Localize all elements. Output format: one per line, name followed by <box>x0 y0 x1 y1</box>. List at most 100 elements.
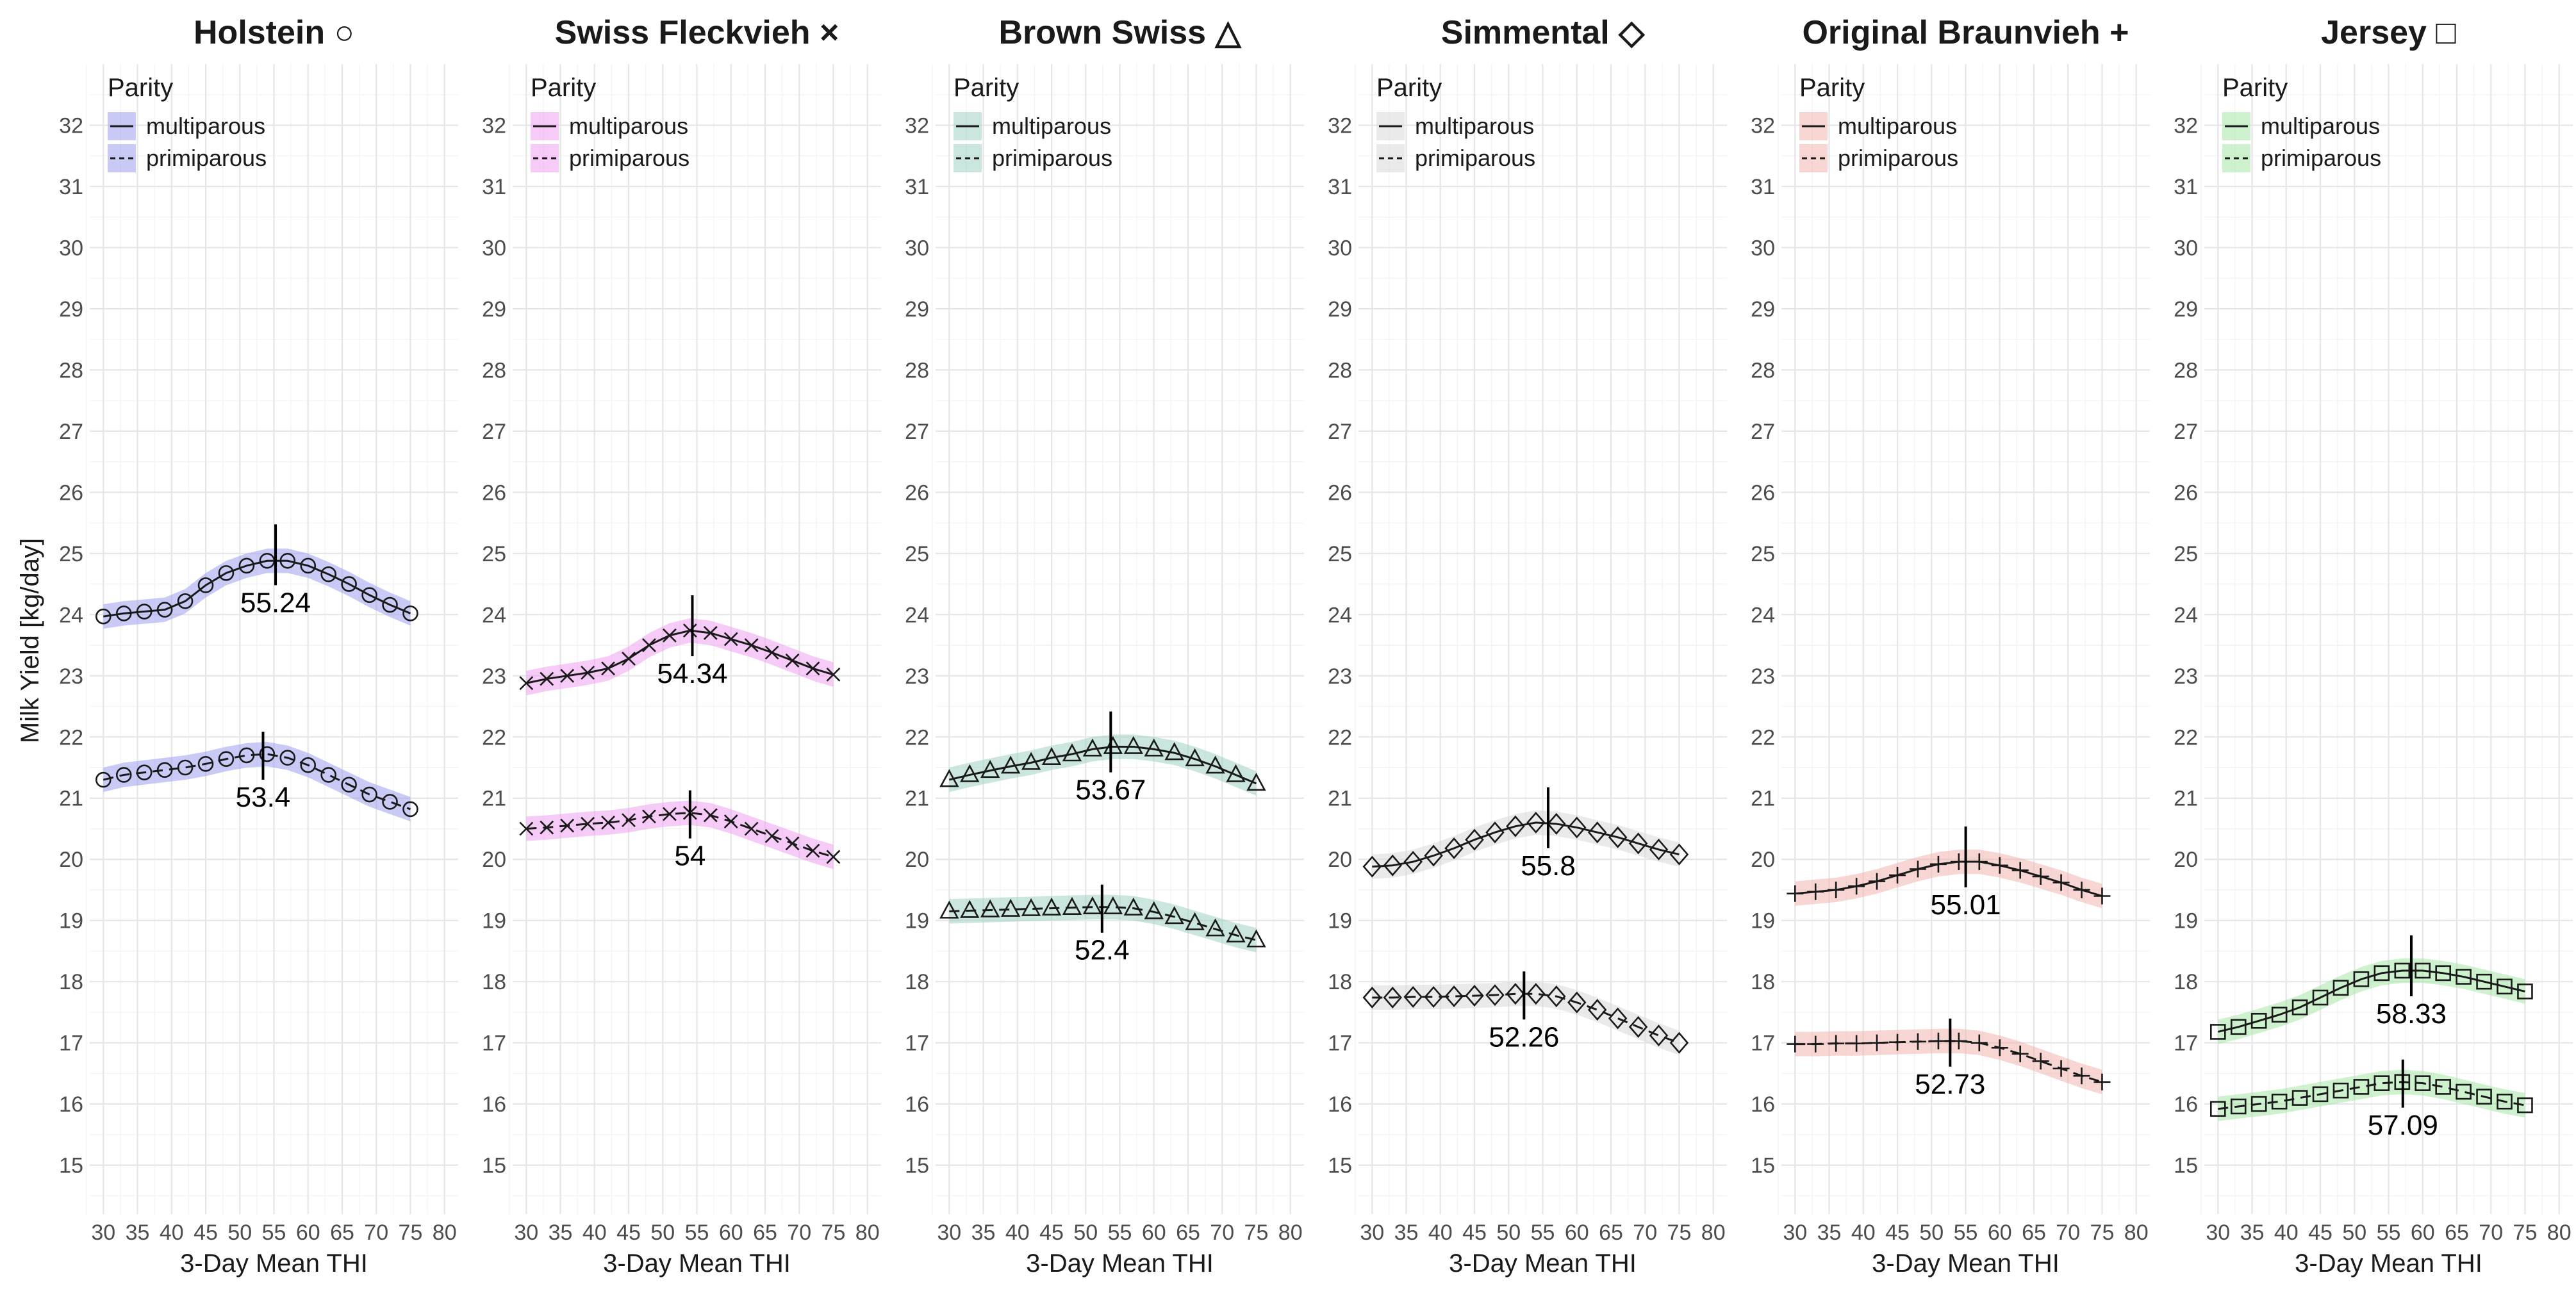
data-point <box>1848 878 1865 895</box>
data-point <box>939 769 959 787</box>
data-point <box>622 652 636 666</box>
peak-label: 54 <box>674 841 706 872</box>
y-tick-label: 32 <box>2174 113 2198 138</box>
y-tick-label: 28 <box>1328 358 1352 382</box>
data-point <box>1649 1024 1669 1047</box>
y-tick-label: 31 <box>1328 175 1352 199</box>
x-tick-label: 35 <box>1817 1221 1842 1245</box>
y-tick-label: 16 <box>1751 1092 1775 1117</box>
x-tick-label: 35 <box>549 1221 573 1245</box>
series-primiparous: 53.4 <box>95 732 418 822</box>
data-point <box>300 757 317 773</box>
data-point <box>2353 1079 2370 1095</box>
data-point <box>382 596 398 613</box>
peak-label: 53.4 <box>236 782 291 813</box>
data-point <box>1000 898 1021 917</box>
peak-label: 58.33 <box>2376 998 2447 1030</box>
peak-label: 52.4 <box>1075 935 1130 966</box>
data-point <box>1103 896 1123 914</box>
data-point <box>156 762 173 778</box>
data-point <box>279 552 296 569</box>
data-point <box>1041 897 1062 916</box>
data-point <box>2093 1073 2111 1090</box>
data-point <box>540 820 554 835</box>
data-point <box>2291 999 2308 1016</box>
y-tick-label: 22 <box>2174 725 2198 750</box>
y-tick-label: 28 <box>482 358 506 382</box>
data-point <box>1021 898 1041 916</box>
data-point <box>1403 851 1423 873</box>
y-tick-label: 32 <box>1328 113 1352 138</box>
data-point <box>2517 983 2533 999</box>
legend: Parity multiparous primiparous <box>108 74 267 172</box>
y-tick-label: 32 <box>1751 113 1775 138</box>
x-tick-label: 60 <box>1565 1221 1589 1245</box>
data-point <box>1950 1032 1967 1049</box>
data-point <box>218 751 235 767</box>
y-tick-label: 22 <box>59 725 83 750</box>
data-point <box>218 565 235 581</box>
x-tick-label: 35 <box>1394 1221 1419 1245</box>
legend-label: primiparous <box>992 145 1112 171</box>
data-point <box>361 587 377 604</box>
legend-label: multiparous <box>2261 113 2380 139</box>
data-point <box>960 764 980 782</box>
data-point <box>805 843 820 858</box>
legend-label: multiparous <box>1415 113 1534 139</box>
x-axis-title: 3-Day Mean THI <box>2295 1249 2482 1278</box>
y-tick-label: 24 <box>1328 603 1352 627</box>
x-tick-label: 65 <box>2022 1221 2046 1245</box>
data-point <box>764 829 779 843</box>
data-point <box>1848 1035 1865 1052</box>
y-tick-label: 19 <box>905 909 929 933</box>
series-line <box>2217 969 2525 1033</box>
data-point <box>2332 980 2349 996</box>
data-point <box>1587 999 1607 1021</box>
legend: Parity multiparous primiparous <box>954 74 1112 172</box>
confidence-band <box>949 734 1257 796</box>
data-point <box>115 605 132 621</box>
data-point <box>2209 1101 2226 1117</box>
x-tick-label: 50 <box>1919 1221 1944 1245</box>
data-point <box>1889 867 1906 884</box>
series-primiparous: 57.09 <box>2209 1059 2533 1141</box>
data-point <box>156 602 173 618</box>
x-tick-label: 70 <box>2479 1221 2503 1245</box>
data-point <box>259 746 276 762</box>
x-tick-label: 40 <box>160 1221 184 1245</box>
data-point <box>402 801 418 818</box>
x-tick-label: 45 <box>616 1221 641 1245</box>
y-tick-label: 20 <box>482 848 506 872</box>
data-point <box>1424 844 1443 867</box>
data-point <box>826 667 841 682</box>
data-point <box>2032 1053 2049 1070</box>
data-point <box>540 671 554 686</box>
x-tick-label: 80 <box>2547 1221 2572 1245</box>
data-point <box>341 576 357 592</box>
x-tick-label: 75 <box>1244 1221 1269 1245</box>
data-point <box>662 807 677 821</box>
data-point <box>279 750 296 766</box>
y-tick-label: 26 <box>905 481 929 505</box>
x-tick-label: 75 <box>822 1221 846 1245</box>
y-tick-label: 17 <box>59 1032 83 1056</box>
y-axis-title: Milk Yield [kg/day] <box>16 538 44 743</box>
legend-label: primiparous <box>569 145 689 171</box>
data-point <box>519 821 534 836</box>
data-point <box>1362 987 1382 1008</box>
x-tick-label: 50 <box>1496 1221 1521 1245</box>
data-point <box>1082 896 1103 914</box>
x-tick-label: 75 <box>399 1221 423 1245</box>
x-tick-label: 55 <box>1531 1221 1555 1245</box>
data-point <box>1444 837 1464 860</box>
series-primiparous: 54 <box>519 790 841 872</box>
y-tick-label: 26 <box>482 481 506 505</box>
data-point <box>1506 983 1525 1005</box>
y-tick-label: 24 <box>2174 603 2198 627</box>
data-point <box>1383 854 1402 876</box>
peak-label: 55.24 <box>240 587 311 618</box>
y-tick-label: 28 <box>1751 358 1775 382</box>
data-point <box>939 900 959 919</box>
x-tick-label: 30 <box>514 1221 538 1245</box>
